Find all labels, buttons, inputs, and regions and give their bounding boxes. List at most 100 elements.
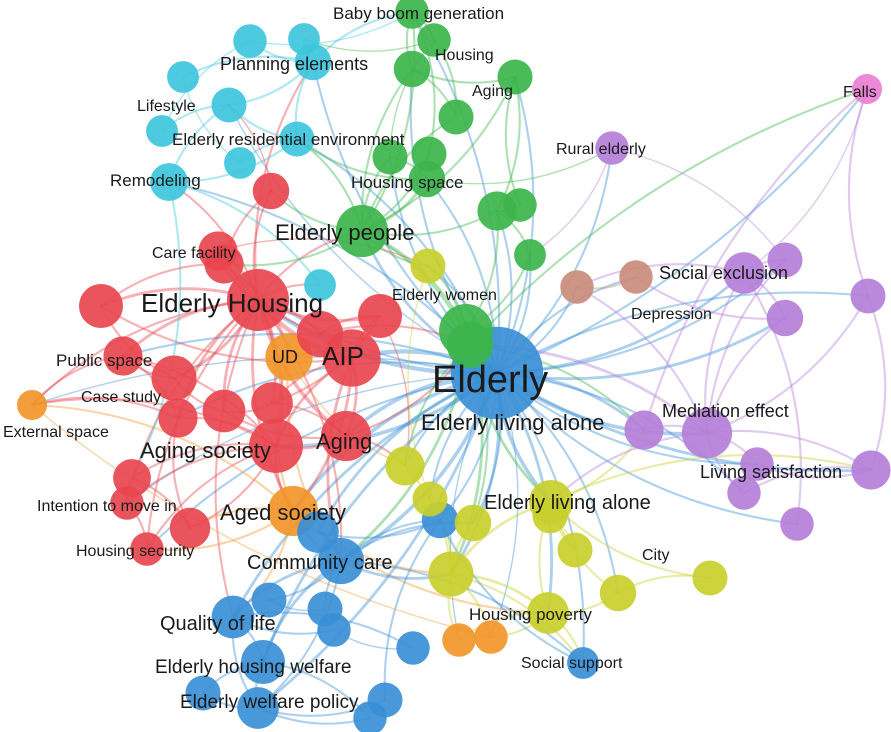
node-br-b[interactable]: [619, 260, 653, 294]
node-r-f[interactable]: [252, 172, 290, 210]
label-lifestyle: Lifestyle: [137, 98, 196, 115]
node-r-g[interactable]: [198, 231, 238, 271]
node-residential-env[interactable]: [279, 121, 315, 157]
node-quality-of-life[interactable]: [211, 595, 255, 639]
node-external-space[interactable]: [16, 389, 48, 421]
node-r-e[interactable]: [358, 294, 402, 338]
node-case-study[interactable]: [158, 398, 198, 438]
edge-falls-p_f: [642, 87, 869, 432]
node-city[interactable]: [599, 574, 637, 612]
node-y-d[interactable]: [412, 481, 448, 517]
node-social-support[interactable]: [567, 647, 599, 679]
node-elderly-people[interactable]: [335, 204, 389, 258]
node-g-h[interactable]: [514, 239, 546, 271]
edge-living_satisfaction-p_b: [866, 294, 887, 472]
node-p-d[interactable]: [727, 476, 761, 510]
edge-aip-r_a: [99, 304, 354, 364]
node-r-d[interactable]: [251, 382, 293, 424]
node-c-b[interactable]: [167, 61, 199, 93]
node-b-g[interactable]: [353, 701, 387, 732]
node-intention[interactable]: [110, 486, 144, 520]
node-living-satisfaction[interactable]: [851, 450, 891, 490]
node-o-a[interactable]: [474, 620, 508, 654]
node-aging-green[interactable]: [497, 59, 533, 95]
node-g-c[interactable]: [372, 139, 408, 175]
node-b-f[interactable]: [185, 675, 221, 711]
node-rural-elderly[interactable]: [595, 131, 629, 165]
node-c-f[interactable]: [304, 269, 336, 301]
label-quality-of-life: Quality of life: [160, 613, 276, 635]
node-housing-security[interactable]: [130, 532, 164, 566]
node-housing-welfare[interactable]: [241, 640, 285, 684]
edge-elderly_housing-quality_of_life: [214, 298, 260, 619]
node-b-d[interactable]: [317, 613, 351, 647]
edge-rural_elderly-housing_space: [426, 147, 613, 185]
node-b-a[interactable]: [297, 511, 339, 553]
node-c-a[interactable]: [233, 24, 267, 58]
node-r-j[interactable]: [296, 310, 344, 358]
node-falls[interactable]: [851, 73, 883, 105]
node-depression[interactable]: [766, 299, 804, 337]
node-aging-society[interactable]: [249, 419, 303, 473]
edge-remodeling-r_i: [130, 180, 182, 480]
edge-br_b-depression: [634, 275, 787, 320]
edge-remodeling-c_f: [167, 180, 322, 287]
node-y-b[interactable]: [385, 446, 425, 486]
node-b-e[interactable]: [396, 631, 430, 665]
node-mediation[interactable]: [681, 407, 733, 459]
node-y-f[interactable]: [532, 498, 568, 534]
node-housing[interactable]: [393, 50, 431, 88]
node-baby-boom[interactable]: [395, 0, 429, 29]
node-community-care[interactable]: [317, 537, 365, 585]
node-living-alone-1[interactable]: [446, 321, 494, 369]
edge-elderly_housing-community_care: [256, 298, 343, 563]
label-intention-to-move-in: Intention to move in: [37, 498, 177, 515]
node-g-e[interactable]: [438, 99, 474, 135]
node-c-d[interactable]: [146, 115, 178, 147]
node-br-a[interactable]: [560, 270, 594, 304]
node-lifestyle[interactable]: [211, 87, 247, 123]
node-r-b[interactable]: [151, 355, 197, 401]
node-y-c[interactable]: [454, 504, 492, 542]
node-c-c[interactable]: [288, 23, 320, 55]
node-b-b[interactable]: [251, 582, 287, 618]
edge-mediation-p_b: [705, 294, 870, 435]
edge-elderly_housing-external_space: [30, 298, 260, 407]
label-elderly-housing: Elderly Housing: [141, 288, 323, 318]
node-p-a[interactable]: [767, 242, 803, 278]
node-public-space[interactable]: [103, 336, 143, 376]
node-social-exclusion[interactable]: [723, 252, 765, 294]
node-r-c[interactable]: [202, 389, 246, 433]
node-aging-red[interactable]: [320, 410, 372, 462]
node-g-g[interactable]: [503, 188, 537, 222]
node-c-e[interactable]: [224, 147, 256, 179]
node-elderly-women[interactable]: [410, 248, 446, 284]
label-elderly-people: Elderly people: [275, 220, 414, 245]
node-p-c[interactable]: [740, 447, 774, 481]
node-remodeling[interactable]: [150, 163, 188, 201]
node-p-e[interactable]: [780, 507, 814, 541]
node-r-a[interactable]: [79, 284, 123, 328]
label-mediation-effect: Mediation effect: [662, 401, 789, 421]
label-social-support: Social support: [521, 655, 623, 672]
node-y-a[interactable]: [428, 551, 474, 597]
edge-r_g-elderly_women: [217, 238, 429, 267]
label-rural-elderly: Rural elderly: [556, 141, 646, 158]
node-y-e[interactable]: [557, 532, 593, 568]
edge-elderly-external_space: [31, 356, 498, 406]
node-y-g[interactable]: [692, 560, 728, 596]
node-g-d[interactable]: [411, 136, 447, 172]
node-elderly-housing[interactable]: [227, 269, 289, 331]
node-r-h[interactable]: [169, 507, 211, 549]
node-p-b[interactable]: [850, 278, 886, 314]
node-p-f[interactable]: [624, 410, 664, 450]
node-g-f[interactable]: [417, 23, 451, 57]
node-welfare-policy[interactable]: [237, 687, 279, 729]
edge-elderly-intention: [126, 372, 498, 504]
edge-br_a-social_exclusion: [575, 263, 746, 289]
edge-elderly_people-baby_boom: [360, 10, 416, 233]
node-housing-poverty[interactable]: [527, 592, 569, 634]
edge-falls-living_alone_1: [468, 87, 869, 347]
node-o-b[interactable]: [442, 623, 476, 657]
